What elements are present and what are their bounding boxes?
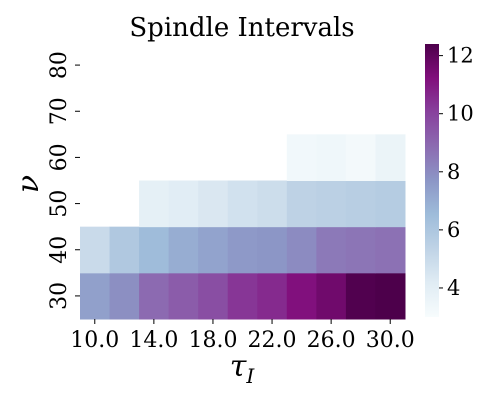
x-tick-label: 18.0 — [188, 328, 237, 353]
colorbar-tick-label: 6 — [447, 218, 460, 242]
colorbar-tick-label: 8 — [447, 160, 460, 184]
heatmap-cell — [286, 180, 317, 228]
heatmap-cell — [109, 272, 140, 320]
heatmap-cell — [375, 134, 406, 181]
heatmap-cell — [257, 180, 288, 228]
heatmap-cell — [257, 226, 288, 274]
heatmap-cell — [227, 180, 258, 228]
heatmap-cell — [80, 272, 111, 320]
heatmap-cell — [345, 134, 376, 181]
heatmap-cell — [139, 226, 170, 274]
heatmap-cell — [168, 226, 199, 274]
y-tick-label: 30 — [47, 282, 72, 310]
colorbar-tick-label: 12 — [447, 44, 474, 68]
x-tick-label: 10.0 — [70, 328, 119, 353]
heatmap-cell — [198, 272, 229, 320]
y-tick-label: 60 — [47, 143, 72, 171]
heatmap-cell — [139, 180, 170, 228]
colorbar-ticks: 4 6 8 10 12 — [439, 44, 474, 300]
x-axis-label: τI — [230, 349, 256, 388]
heatmap-cells — [80, 134, 406, 320]
heatmap-cell — [139, 272, 170, 320]
y-axis-label: ν — [11, 175, 46, 193]
heatmap-cell — [198, 226, 229, 274]
colorbar-tick-label: 10 — [447, 102, 474, 126]
heatmap-cell — [345, 272, 376, 320]
heatmap-cell — [227, 226, 258, 274]
x-tick-label: 30.0 — [366, 328, 415, 353]
x-tick-label: 26.0 — [307, 328, 356, 353]
heatmap-cell — [168, 272, 199, 320]
heatmap-cell — [286, 226, 317, 274]
heatmap-cell — [375, 226, 406, 274]
heatmap-cell — [345, 226, 376, 274]
heatmap-cell — [80, 226, 111, 274]
y-axis-ticks: 30 40 50 60 70 80 — [47, 51, 80, 310]
y-tick-label: 40 — [47, 236, 72, 264]
heatmap-cell — [168, 180, 199, 228]
heatmap-cell — [257, 272, 288, 320]
heatmap-cell — [316, 134, 347, 181]
heatmap-cell — [286, 272, 317, 320]
colorbar — [425, 44, 439, 317]
x-axis-ticks: 10.0 14.0 18.0 22.0 26.0 30.0 — [70, 319, 415, 353]
y-tick-label: 50 — [47, 190, 72, 218]
heatmap-cell — [316, 226, 347, 274]
heatmap-cell — [227, 272, 258, 320]
heatmap-cell — [109, 226, 140, 274]
heatmap-cell — [316, 272, 347, 320]
colorbar-tick-label: 4 — [447, 276, 460, 300]
heatmap-cell — [375, 180, 406, 228]
chart-title: Spindle Intervals — [129, 13, 354, 43]
heatmap-cell — [198, 180, 229, 228]
y-tick-label: 80 — [47, 51, 72, 79]
x-tick-label: 22.0 — [248, 328, 297, 353]
heatmap-cell — [375, 272, 406, 320]
heatmap-cell — [345, 180, 376, 228]
heatmap-cell — [316, 180, 347, 228]
x-tick-label: 14.0 — [129, 328, 178, 353]
y-tick-label: 70 — [47, 97, 72, 125]
heatmap-cell — [286, 134, 317, 181]
